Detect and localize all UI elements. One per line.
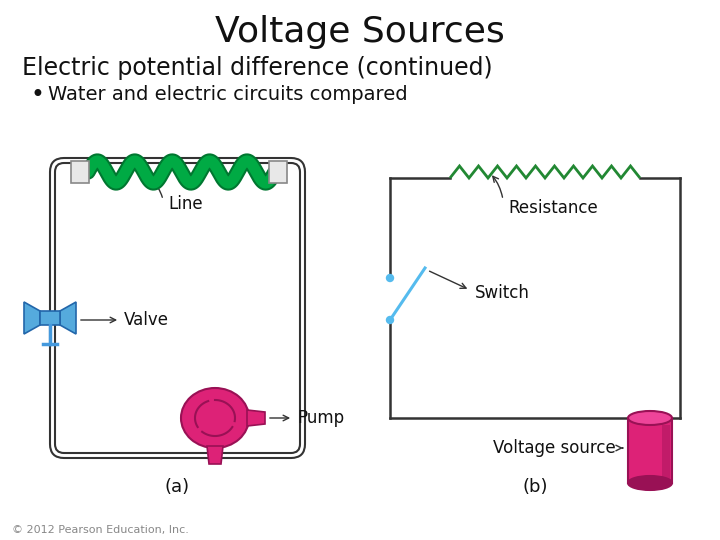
Bar bbox=[71, 161, 89, 183]
Text: © 2012 Pearson Education, Inc.: © 2012 Pearson Education, Inc. bbox=[12, 525, 189, 535]
Polygon shape bbox=[207, 446, 223, 464]
Circle shape bbox=[387, 316, 394, 323]
Text: Voltage Sources: Voltage Sources bbox=[215, 15, 505, 49]
Bar bbox=[628, 418, 672, 483]
Bar bbox=[662, 425, 670, 483]
Ellipse shape bbox=[181, 388, 249, 448]
Polygon shape bbox=[60, 302, 76, 334]
Text: Valve: Valve bbox=[124, 311, 169, 329]
Bar bbox=[269, 161, 287, 183]
Text: Electric potential difference (continued): Electric potential difference (continued… bbox=[22, 56, 492, 80]
Text: Pump: Pump bbox=[297, 409, 344, 427]
Text: (a): (a) bbox=[164, 478, 189, 496]
Text: •: • bbox=[30, 83, 44, 107]
Circle shape bbox=[387, 274, 394, 281]
Text: Switch: Switch bbox=[475, 284, 530, 302]
Ellipse shape bbox=[628, 476, 672, 490]
Ellipse shape bbox=[628, 411, 672, 425]
Bar bbox=[40, 311, 60, 325]
Text: Line: Line bbox=[168, 195, 202, 213]
Text: (b): (b) bbox=[522, 478, 548, 496]
Text: Water and electric circuits compared: Water and electric circuits compared bbox=[48, 85, 408, 105]
Text: Voltage source: Voltage source bbox=[493, 439, 616, 457]
Text: Resistance: Resistance bbox=[508, 199, 598, 217]
Polygon shape bbox=[247, 410, 265, 426]
Polygon shape bbox=[24, 302, 40, 334]
